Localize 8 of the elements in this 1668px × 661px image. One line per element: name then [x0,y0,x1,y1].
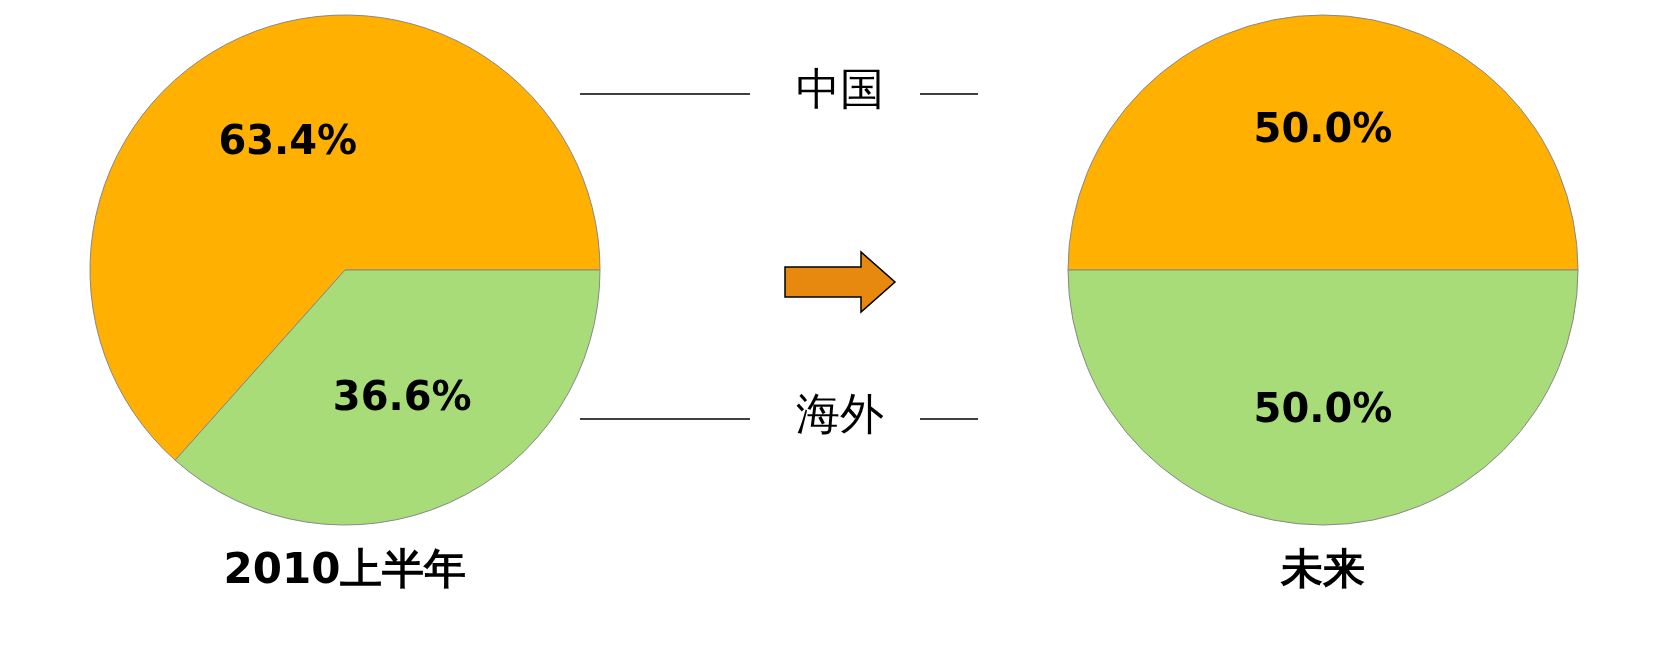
data-label: 36.6% [332,372,472,419]
slice-label: 海外 [795,387,885,441]
data-label: 50.0% [1253,385,1393,431]
data-label: 63.4% [218,117,358,164]
text: 2010上半年 [223,544,467,593]
slice-label: 中国 [795,62,885,116]
text: 未来 [1280,544,1365,593]
data-label: 50.0% [1253,105,1393,151]
